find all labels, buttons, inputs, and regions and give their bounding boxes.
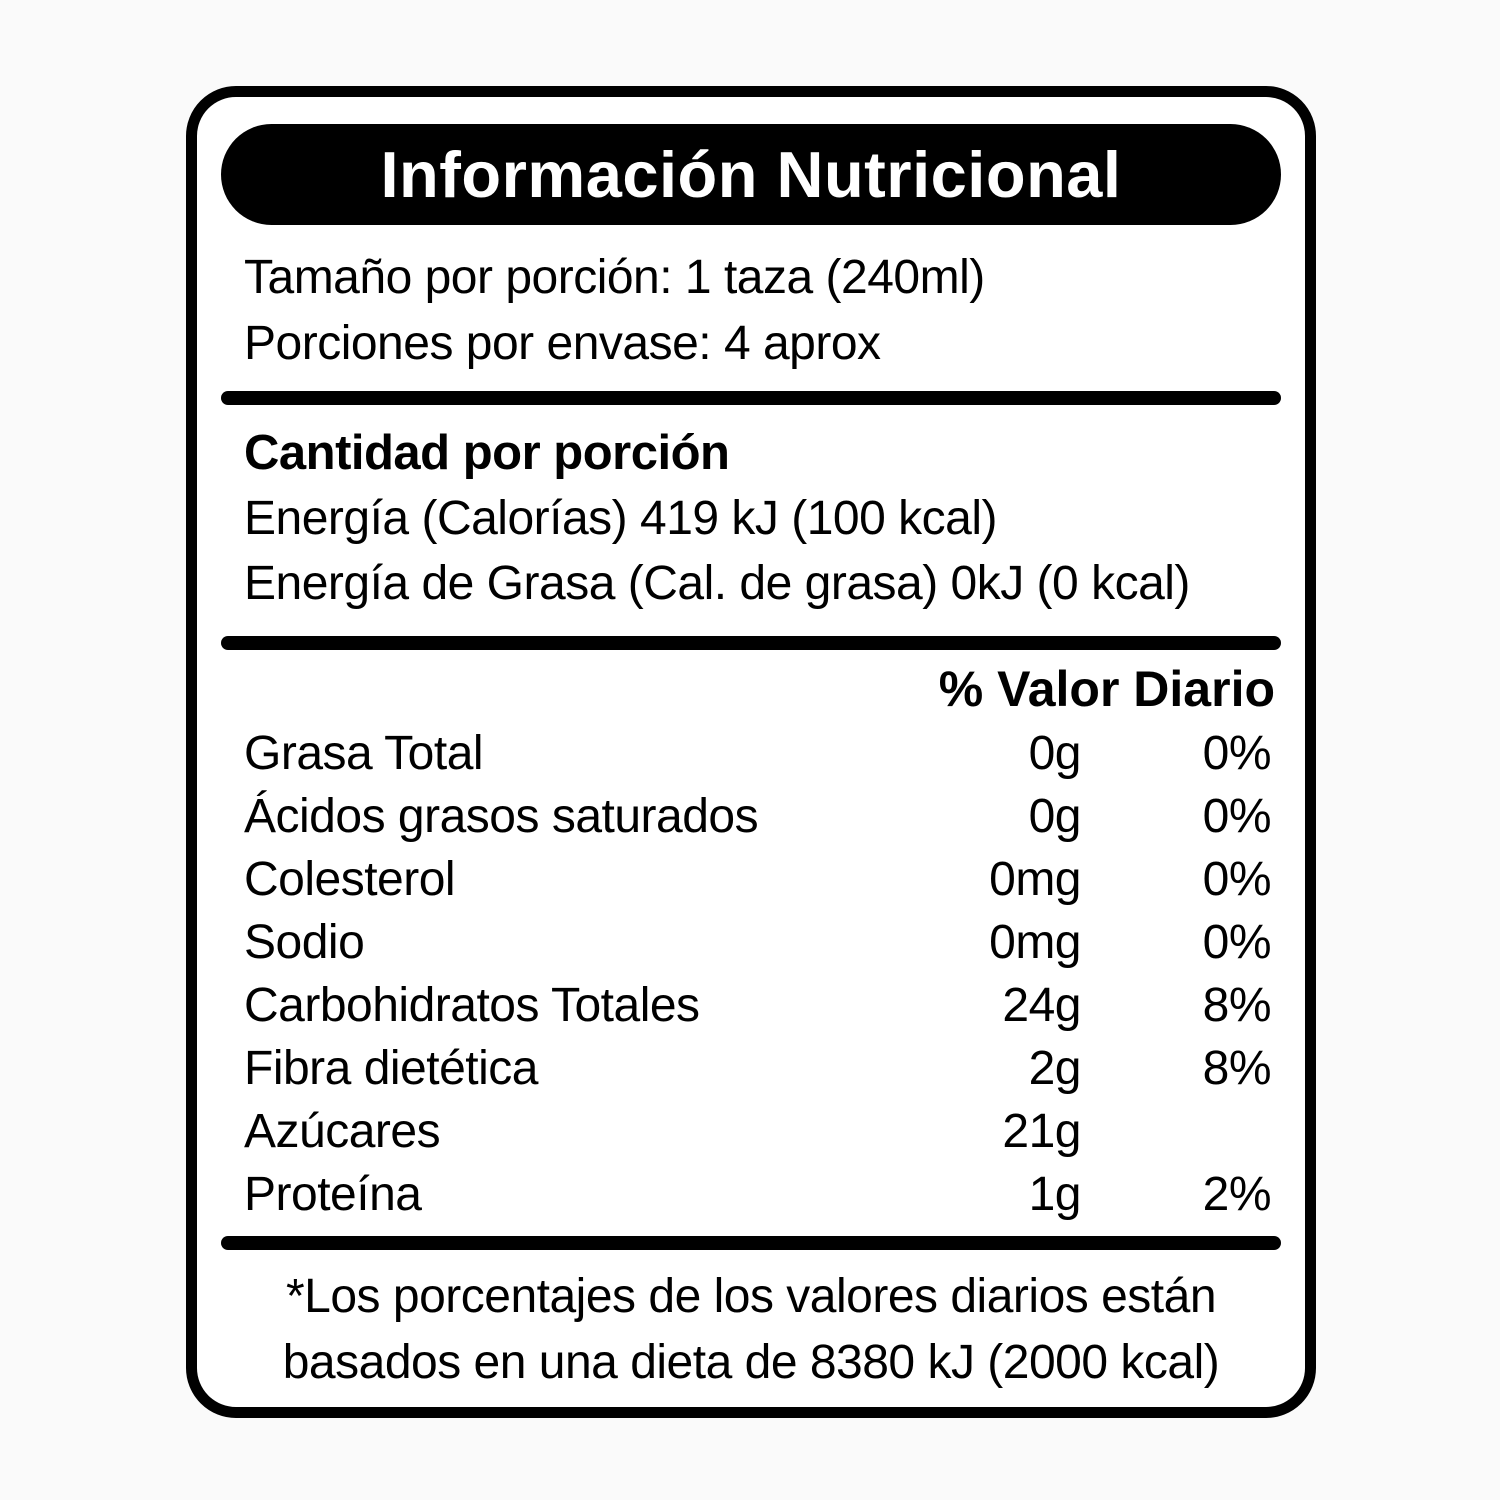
nutrient-amount: 0g (1028, 727, 1082, 780)
table-row: Ácidos grasos saturados 0g 0% (221, 785, 1281, 848)
nutrient-name: Carbohidratos Totales (244, 979, 700, 1032)
table-row: Fibra dietética 2g 8% (221, 1037, 1281, 1100)
daily-value-header: % Valor Diario (938, 661, 1275, 717)
nutrient-name: Ácidos grasos saturados (244, 790, 759, 843)
divider-bottom (221, 1236, 1281, 1250)
footnote-line-2: basados en una dieta de 8380 kJ (2000 kc… (282, 1336, 1220, 1389)
nutrition-label: Información Nutricional Tamaño por porci… (186, 86, 1316, 1418)
amount-per-serving-section: Cantidad por porción Energía (Calorías) … (221, 405, 1281, 636)
divider-top (221, 391, 1281, 405)
nutrient-dv: 2% (1202, 1168, 1272, 1221)
nutrient-amount: 1g (1028, 1168, 1082, 1221)
energy-line: Energía (Calorías) 419 kJ (100 kcal) (244, 492, 998, 545)
nutrient-dv: 0% (1202, 916, 1272, 969)
nutrient-table: % Valor Diario Grasa Total 0g 0% Ácidos … (221, 650, 1281, 1236)
serving-size-line: Tamaño por porción: 1 taza (240ml) (244, 251, 985, 304)
servings-per-container-line: Porciones por envase: 4 aprox (244, 317, 881, 370)
serving-section: Tamaño por porción: 1 taza (240ml) Porci… (221, 225, 1281, 391)
nutrient-amount: 2g (1028, 1042, 1082, 1095)
table-row: Grasa Total 0g 0% (221, 722, 1281, 785)
footnote: *Los porcentajes de los valores diarios … (221, 1250, 1281, 1396)
nutrient-amount: 0mg (989, 853, 1081, 906)
nutrient-dv: 0% (1202, 853, 1272, 906)
nutrient-name: Azúcares (244, 1105, 441, 1158)
nutrient-dv: 0% (1202, 790, 1272, 843)
table-row: Proteína 1g 2% (221, 1163, 1281, 1226)
footnote-line-1: *Los porcentajes de los valores diarios … (285, 1270, 1217, 1323)
nutrient-dv: 0% (1202, 727, 1272, 780)
table-row: Colesterol 0mg 0% (221, 848, 1281, 911)
nutrition-title: Información Nutricional (380, 138, 1122, 211)
table-row: Azúcares 21g (221, 1100, 1281, 1163)
nutrient-dv: 8% (1202, 1042, 1272, 1095)
nutrition-title-pill: Información Nutricional (221, 124, 1281, 225)
nutrient-dv: 8% (1202, 979, 1272, 1032)
nutrient-name: Sodio (244, 916, 365, 969)
table-row: Sodio 0mg 0% (221, 911, 1281, 974)
nutrient-amount: 24g (1002, 979, 1081, 1032)
nutrient-name: Fibra dietética (244, 1042, 538, 1095)
nutrient-amount: 21g (1002, 1105, 1081, 1158)
nutrient-name: Colesterol (244, 853, 456, 906)
nutrient-name: Proteína (244, 1168, 422, 1221)
nutrient-name: Grasa Total (244, 727, 484, 780)
amount-per-serving-heading: Cantidad por porción (244, 426, 730, 480)
table-row: Carbohidratos Totales 24g 8% (221, 974, 1281, 1037)
energy-from-fat-line: Energía de Grasa (Cal. de grasa) 0kJ (0 … (244, 557, 1190, 610)
nutrient-dv (1081, 1100, 1281, 1163)
divider-middle (221, 636, 1281, 650)
nutrient-amount: 0mg (989, 916, 1081, 969)
nutrient-amount: 0g (1028, 790, 1082, 843)
